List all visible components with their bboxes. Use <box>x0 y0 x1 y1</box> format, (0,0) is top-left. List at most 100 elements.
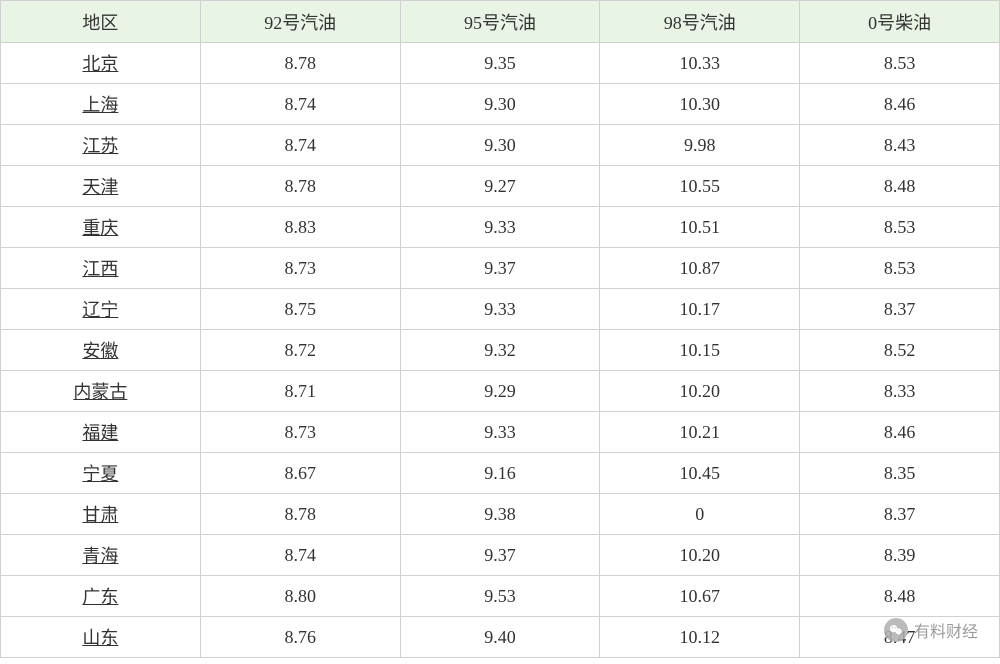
table-row: 宁夏8.679.1610.458.35 <box>1 453 1000 494</box>
cell-g98: 10.17 <box>600 289 800 330</box>
cell-g92: 8.74 <box>200 535 400 576</box>
cell-region: 江苏 <box>1 125 201 166</box>
cell-region: 重庆 <box>1 207 201 248</box>
cell-region: 宁夏 <box>1 453 201 494</box>
cell-g98: 10.30 <box>600 84 800 125</box>
cell-d0: 8.35 <box>800 453 1000 494</box>
cell-region: 山东 <box>1 617 201 658</box>
cell-g92: 8.76 <box>200 617 400 658</box>
cell-g98: 10.20 <box>600 535 800 576</box>
table-row: 重庆 8.839.3310.518.53 <box>1 207 1000 248</box>
cell-d0: 8.53 <box>800 248 1000 289</box>
cell-region: 江西 <box>1 248 201 289</box>
cell-d0: 8.43 <box>800 125 1000 166</box>
cell-g95: 9.38 <box>400 494 600 535</box>
cell-g98: 10.20 <box>600 371 800 412</box>
cell-g95: 9.30 <box>400 84 600 125</box>
cell-region: 北京 <box>1 43 201 84</box>
cell-g92: 8.75 <box>200 289 400 330</box>
cell-region: 天津 <box>1 166 201 207</box>
cell-d0: 8.46 <box>800 84 1000 125</box>
cell-g92: 8.74 <box>200 84 400 125</box>
cell-d0: 8.33 <box>800 371 1000 412</box>
region-link[interactable]: 安徽 <box>82 341 118 361</box>
cell-region: 福建 <box>1 412 201 453</box>
cell-g95: 9.16 <box>400 453 600 494</box>
cell-g98: 10.15 <box>600 330 800 371</box>
cell-d0: 8.48 <box>800 576 1000 617</box>
table-row: 内蒙古8.719.2910.208.33 <box>1 371 1000 412</box>
cell-g92: 8.74 <box>200 125 400 166</box>
cell-g98: 0 <box>600 494 800 535</box>
cell-g95: 9.53 <box>400 576 600 617</box>
cell-g98: 10.51 <box>600 207 800 248</box>
cell-region: 内蒙古 <box>1 371 201 412</box>
cell-region: 上海 <box>1 84 201 125</box>
cell-g95: 9.32 <box>400 330 600 371</box>
region-link[interactable]: 福建 <box>82 423 118 443</box>
region-link[interactable]: 江苏 <box>82 136 118 156</box>
region-link[interactable]: 辽宁 <box>82 300 118 320</box>
region-link[interactable]: 山东 <box>82 628 118 648</box>
cell-region: 青海 <box>1 535 201 576</box>
region-link[interactable]: 青海 <box>82 546 118 566</box>
cell-g95: 9.33 <box>400 207 600 248</box>
cell-d0: 8.48 <box>800 166 1000 207</box>
cell-g98: 10.55 <box>600 166 800 207</box>
cell-g92: 8.67 <box>200 453 400 494</box>
region-link[interactable]: 宁夏 <box>82 464 118 484</box>
table-row: 北京8.789.3510.338.53 <box>1 43 1000 84</box>
col-header-g95: 95号汽油 <box>400 1 600 43</box>
region-link[interactable]: 广东 <box>82 587 118 607</box>
cell-g95: 9.35 <box>400 43 600 84</box>
cell-g95: 9.37 <box>400 248 600 289</box>
cell-g95: 9.33 <box>400 412 600 453</box>
table-row: 江苏 8.749.309.988.43 <box>1 125 1000 166</box>
cell-d0: 8.52 <box>800 330 1000 371</box>
cell-d0: 8.53 <box>800 43 1000 84</box>
cell-g92: 8.72 <box>200 330 400 371</box>
cell-g92: 8.78 <box>200 166 400 207</box>
cell-d0: 8.53 <box>800 207 1000 248</box>
region-link[interactable]: 内蒙古 <box>73 382 127 402</box>
col-header-g92: 92号汽油 <box>200 1 400 43</box>
cell-g95: 9.33 <box>400 289 600 330</box>
table-row: 天津8.789.2710.558.48 <box>1 166 1000 207</box>
table-header-row: 地区 92号汽油 95号汽油 98号汽油 0号柴油 <box>1 1 1000 43</box>
col-header-g98: 98号汽油 <box>600 1 800 43</box>
table-row: 广东8.809.5310.678.48 <box>1 576 1000 617</box>
cell-region: 广东 <box>1 576 201 617</box>
cell-d0: 8.46 <box>800 412 1000 453</box>
cell-g95: 9.37 <box>400 535 600 576</box>
table-row: 江西8.739.3710.878.53 <box>1 248 1000 289</box>
region-link[interactable]: 江西 <box>82 259 118 279</box>
table-row: 福建 8.739.3310.218.46 <box>1 412 1000 453</box>
cell-g95: 9.40 <box>400 617 600 658</box>
region-link[interactable]: 重庆 <box>82 218 118 238</box>
table-row: 青海8.749.3710.208.39 <box>1 535 1000 576</box>
table-row: 山东8.769.4010.128.47 <box>1 617 1000 658</box>
cell-region: 辽宁 <box>1 289 201 330</box>
cell-g98: 9.98 <box>600 125 800 166</box>
table-row: 上海 8.749.3010.308.46 <box>1 84 1000 125</box>
watermark-text: 有料财经 <box>914 618 978 642</box>
cell-g92: 8.71 <box>200 371 400 412</box>
fuel-price-table: 地区 92号汽油 95号汽油 98号汽油 0号柴油 北京8.789.3510.3… <box>0 0 1000 658</box>
region-link[interactable]: 北京 <box>82 54 118 74</box>
region-link[interactable]: 天津 <box>82 177 118 197</box>
table-row: 安徽 8.729.3210.158.52 <box>1 330 1000 371</box>
cell-g98: 10.12 <box>600 617 800 658</box>
cell-g92: 8.73 <box>200 412 400 453</box>
watermark: 有料财经 <box>884 618 978 642</box>
cell-region: 甘肃 <box>1 494 201 535</box>
cell-g92: 8.80 <box>200 576 400 617</box>
region-link[interactable]: 甘肃 <box>82 505 118 525</box>
cell-g98: 10.87 <box>600 248 800 289</box>
cell-g92: 8.83 <box>200 207 400 248</box>
col-header-region: 地区 <box>1 1 201 43</box>
cell-g92: 8.78 <box>200 43 400 84</box>
region-link[interactable]: 上海 <box>82 95 118 115</box>
cell-region: 安徽 <box>1 330 201 371</box>
cell-g98: 10.21 <box>600 412 800 453</box>
cell-g95: 9.30 <box>400 125 600 166</box>
